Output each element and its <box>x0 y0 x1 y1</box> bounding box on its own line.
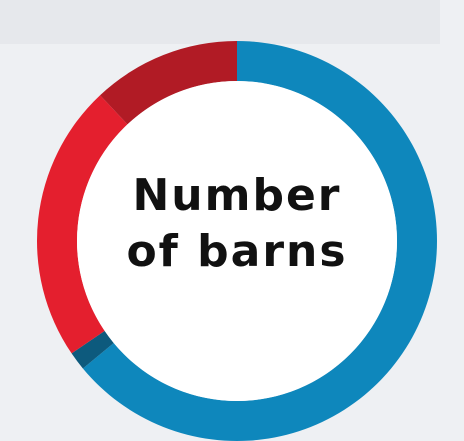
donut-segment <box>71 330 114 369</box>
donut-segment <box>36 95 128 354</box>
donut-segment <box>100 41 237 125</box>
header-band <box>0 0 440 44</box>
chart-title: Number of barns <box>126 170 348 277</box>
donut-hole <box>77 81 397 401</box>
donut-segment <box>82 41 437 441</box>
